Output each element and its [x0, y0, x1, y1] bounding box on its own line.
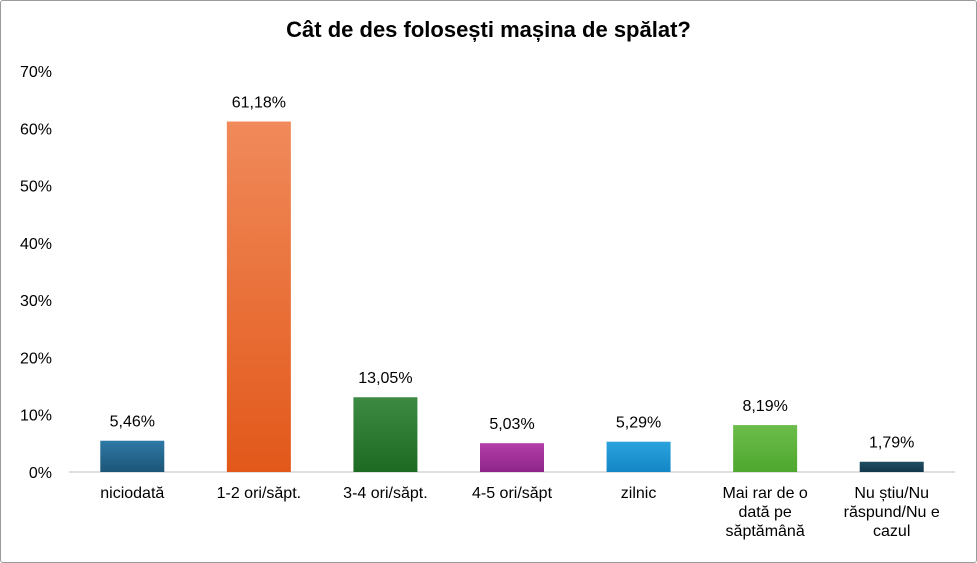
x-tick-label: Mai rar de o dată pe săptămână — [706, 484, 824, 541]
x-tick-label-line: niciodată — [100, 485, 165, 502]
y-tick-label: 40% — [20, 236, 52, 253]
x-tick-label: 4-5 ori/săpt — [453, 484, 571, 503]
y-tick-label: 0% — [29, 465, 52, 482]
bar — [480, 443, 544, 472]
data-label: 1,79% — [869, 435, 914, 452]
y-tick-label: 70% — [20, 64, 52, 81]
x-tick-label-line: Nu știu/Nu — [854, 485, 930, 502]
x-tick-label: Nu știu/Nu răspund/Nu e cazul — [833, 484, 951, 541]
x-tick-label-line: săptămână — [725, 523, 805, 540]
chart-title: Cât de des folosești mașina de spălat? — [286, 17, 691, 42]
x-tick-label-line: cazul — [873, 523, 911, 540]
y-tick-label: 50% — [20, 179, 52, 196]
x-tick-label-line: 1-2 ori/săpt. — [216, 485, 302, 502]
x-tick-label-line: 4-5 ori/săpt — [471, 485, 553, 502]
data-label: 13,05% — [358, 370, 412, 387]
x-tick-label: niciodată — [73, 484, 191, 503]
bar — [606, 441, 671, 472]
bar — [100, 440, 165, 472]
bar — [733, 425, 798, 472]
x-tick-label-line: dată pe — [738, 504, 792, 521]
x-tick-label: 1-2 ori/săpt. — [200, 484, 318, 503]
x-tick-label: 3-4 ori/săpt. — [326, 484, 444, 503]
y-tick-label: 10% — [20, 408, 52, 425]
x-tick-label: zilnic — [580, 484, 698, 503]
data-label: 61,18% — [232, 95, 286, 112]
x-tick-label-line: Mai rar de o — [722, 485, 808, 502]
data-label: 5,29% — [616, 415, 661, 432]
data-label: 5,03% — [489, 416, 534, 433]
x-tick-label-line: răspund/Nu e — [843, 504, 940, 521]
y-tick-label: 30% — [20, 293, 52, 310]
y-tick-label: 20% — [20, 350, 52, 367]
x-tick-label-line: 3-4 ori/săpt. — [343, 485, 428, 502]
data-label: 5,46% — [110, 414, 155, 431]
bar — [859, 461, 924, 472]
data-label: 8,19% — [742, 398, 787, 415]
x-tick-label-line: zilnic — [620, 485, 657, 502]
bar — [353, 397, 418, 472]
bar — [226, 121, 291, 472]
y-tick-label: 60% — [20, 121, 52, 138]
